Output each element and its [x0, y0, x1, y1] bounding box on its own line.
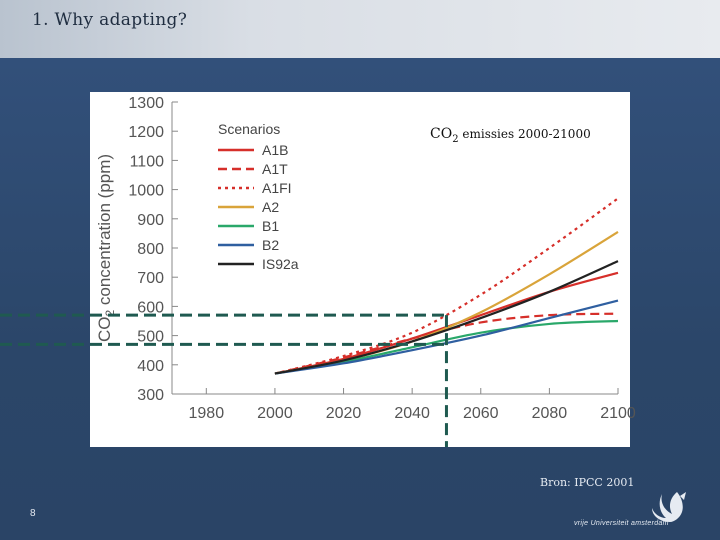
y-tick-label: 500: [137, 329, 164, 346]
y-tick-label: 900: [137, 212, 164, 229]
y-axis-label-rest: concentration (ppm): [95, 154, 114, 310]
x-tick-label: 2000: [257, 405, 293, 422]
y-tick-label: 700: [137, 270, 164, 287]
legend-label-is92a: IS92a: [262, 256, 299, 272]
x-tick-label: 2080: [532, 405, 568, 422]
chart-panel: 300 400 500 600 700 800 900 1000 1100 1200 1300 198…: [0, 92, 636, 447]
source-credit: Bron: IPCC 2001: [540, 476, 635, 489]
legend-label-a1b: A1B: [262, 142, 288, 158]
slide-title: 1. Why adapting?: [32, 10, 188, 30]
chart-title: CO2 emissies 2000-21000: [430, 126, 591, 145]
x-tick-label: 2020: [326, 405, 362, 422]
legend-label-a1t: A1T: [262, 161, 288, 177]
chart-title-subscript: 2: [452, 134, 458, 145]
series-line-is92a: [274, 260, 619, 375]
x-tick-label: 1980: [189, 405, 225, 422]
legend-label-a2: A2: [262, 199, 279, 215]
x-tick-label: 2040: [394, 405, 430, 422]
y-tick-label: 1200: [128, 124, 164, 141]
y-tick-label: 600: [137, 299, 164, 316]
chart-title-main: CO: [430, 126, 452, 142]
series-line-a1fi: [274, 197, 619, 375]
university-logo-text: vrije Universiteit amsterdam: [574, 520, 669, 527]
legend-label-a1fi: A1FI: [262, 180, 292, 196]
co2-chart: 300 400 500 600 700 800 900 1000 1100 1200 1300 198…: [0, 95, 636, 447]
series-line-a1t: [274, 312, 619, 375]
page-number: 8: [30, 508, 36, 519]
title-bar: 1. Why adapting?: [0, 0, 720, 58]
griffin-logo-icon: [652, 492, 686, 522]
legend-title: Scenarios: [218, 121, 280, 137]
y-tick-label: 1300: [128, 95, 164, 112]
y-tick-label: 400: [137, 358, 164, 375]
y-tick-label: 1100: [130, 153, 165, 170]
y-axis-label-subscript: 2: [103, 310, 117, 317]
y-axis-label-main: CO: [95, 317, 114, 343]
chart-title-rest: emissies 2000-21000: [459, 127, 591, 141]
y-tick-label: 300: [137, 387, 164, 404]
legend-label-b1: B1: [262, 218, 279, 234]
y-tick-label: 800: [137, 241, 164, 258]
x-tick-label: 2100: [600, 405, 636, 422]
x-tick-label: 2060: [463, 405, 499, 422]
y-axis-label: CO2 concentration (ppm): [95, 154, 117, 342]
legend-label-b2: B2: [262, 237, 279, 253]
y-tick-label: 1000: [128, 183, 164, 200]
